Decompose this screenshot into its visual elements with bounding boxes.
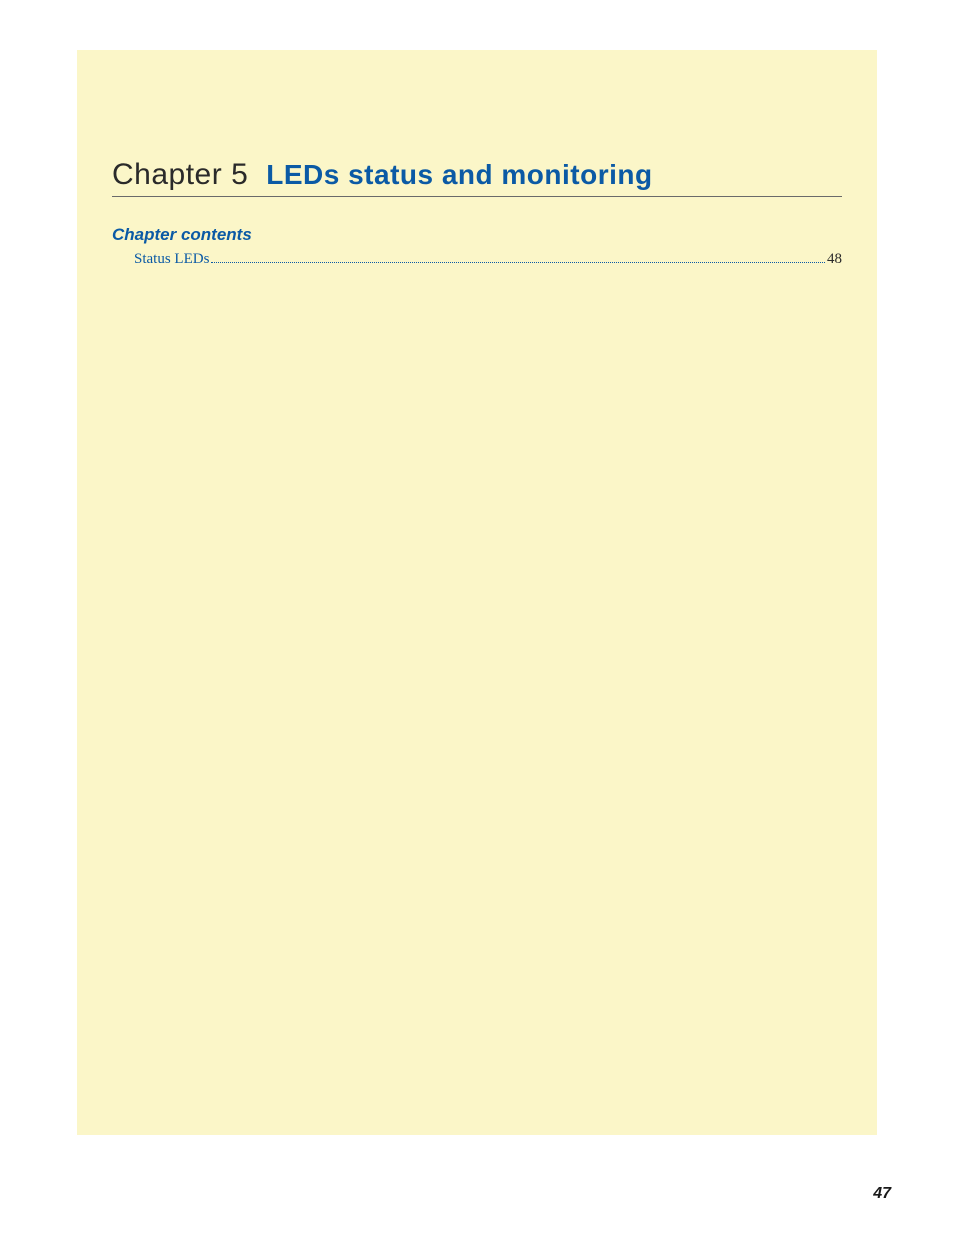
chapter-label: Chapter 5	[112, 158, 248, 192]
toc-entry[interactable]: Status LEDs 48	[112, 251, 842, 268]
toc-leader-dots	[211, 262, 825, 263]
chapter-contents-heading: Chapter contents	[112, 225, 842, 245]
toc-entry-page: 48	[827, 251, 842, 268]
chapter-heading-row: Chapter 5 LEDs status and monitoring	[112, 158, 842, 197]
chapter-title: LEDs status and monitoring	[266, 159, 652, 191]
page-content: Chapter 5 LEDs status and monitoring Cha…	[77, 50, 877, 268]
page-number: 47	[873, 1185, 891, 1203]
document-page: Chapter 5 LEDs status and monitoring Cha…	[77, 50, 877, 1135]
toc-entry-label: Status LEDs	[134, 251, 209, 268]
